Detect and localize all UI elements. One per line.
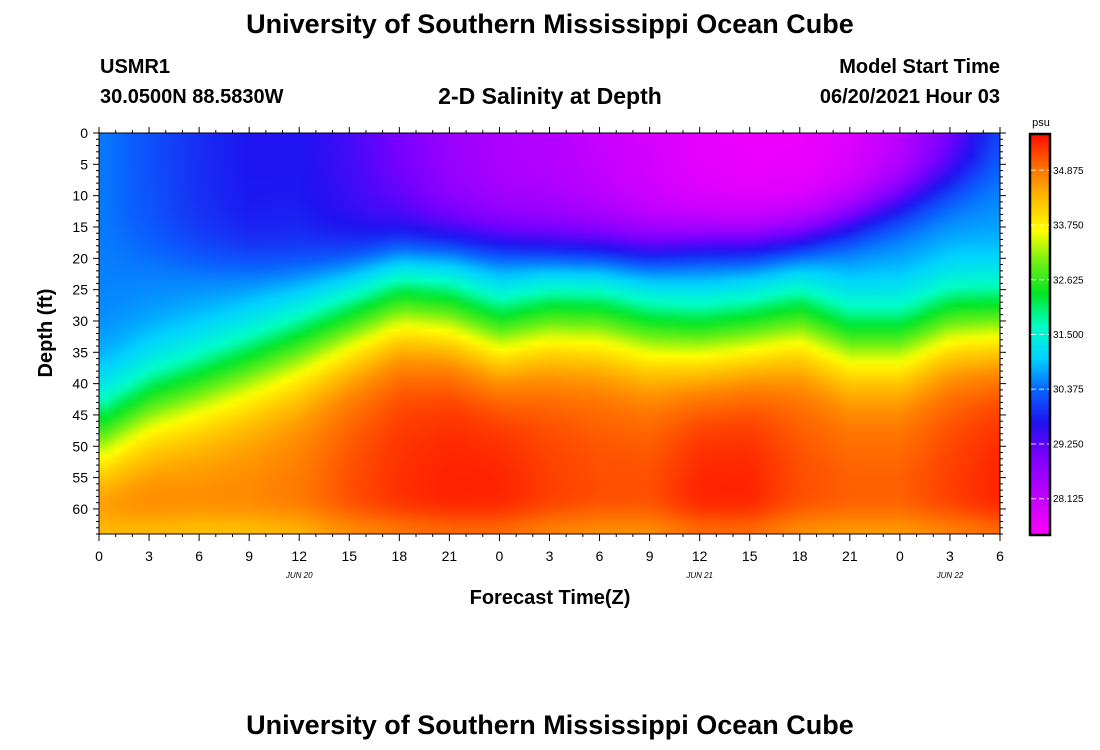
y-tick-label: 20 [72, 250, 88, 266]
x-tick-label: 0 [496, 548, 504, 564]
y-tick-label: 55 [72, 470, 88, 486]
x-tick-label: 6 [596, 548, 604, 564]
station-id: USMR1 [100, 56, 171, 78]
x-axis-label: Forecast Time(Z) [470, 587, 631, 609]
y-tick-label: 40 [72, 376, 88, 392]
y-tick-label: 30 [72, 313, 88, 329]
page-title: University of Southern Mississippi Ocean… [246, 9, 854, 39]
x-tick-label: 12 [291, 548, 307, 564]
colorbar-unit: psu [1032, 117, 1050, 129]
depth-axis: 0 5 10 15 20 25 30 35 40 45 50 55 60 [72, 125, 1006, 535]
colorbar-tick-label: 29.250 [1053, 439, 1084, 450]
x-tick-label: 21 [442, 548, 458, 564]
x-tick-label: 6 [996, 548, 1004, 564]
footer-title: University of Southern Mississippi Ocean… [246, 710, 854, 740]
model-start-label: Model Start Time [839, 56, 1000, 78]
colorbar-ticks: 34.875 33.750 32.625 31.500 30.375 29.250 28.1… [1031, 166, 1084, 505]
x-tick-label: 18 [392, 548, 408, 564]
y-tick-label: 25 [72, 282, 88, 298]
x-tick-label: 15 [341, 548, 357, 564]
salinity-heatmap [99, 133, 1000, 534]
y-tick-label: 45 [72, 407, 88, 423]
x-tick-label: 12 [692, 548, 708, 564]
station-coords: 30.0500N 88.5830W [100, 86, 284, 108]
x-tick-label: 9 [646, 548, 654, 564]
y-tick-label: 5 [80, 156, 88, 172]
colorbar-tick-label: 30.375 [1053, 385, 1084, 396]
x-tick-label: 3 [546, 548, 554, 564]
x-tick-label: 18 [792, 548, 808, 564]
date-label: JUN 21 [685, 571, 713, 580]
y-axis-label: Depth (ft) [35, 289, 57, 378]
x-tick-label: 6 [195, 548, 203, 564]
plot-title: 2-D Salinity at Depth [438, 83, 662, 109]
y-tick-label: 35 [72, 344, 88, 360]
x-tick-label: 15 [742, 548, 758, 564]
x-tick-label: 0 [896, 548, 904, 564]
y-tick-label: 0 [80, 125, 88, 141]
colorbar-tick-label: 31.500 [1053, 330, 1084, 341]
x-tick-label: 3 [946, 548, 954, 564]
x-tick-label: 3 [145, 548, 153, 564]
x-tick-label: 0 [95, 548, 103, 564]
colorbar-tick-label: 28.125 [1053, 494, 1084, 505]
y-tick-label: 50 [72, 438, 88, 454]
y-tick-label: 10 [72, 188, 88, 204]
y-tick-label: 60 [72, 501, 88, 517]
colorbar-tick-label: 32.625 [1053, 275, 1084, 286]
model-start-value: 06/20/2021 Hour 03 [819, 86, 1000, 108]
date-label: JUN 22 [936, 571, 964, 580]
colorbar-tick-label: 34.875 [1053, 166, 1084, 177]
x-tick-label: 21 [842, 548, 858, 564]
colorbar-tick-label: 33.750 [1053, 221, 1084, 232]
time-axis: 0 3 6 9 12 15 18 21 0 3 6 9 12 15 18 21 0 3 6 [95, 127, 1004, 564]
date-label: JUN 20 [285, 571, 313, 580]
date-labels: JUN 20 JUN 21 JUN 22 [285, 571, 964, 580]
y-tick-label: 15 [72, 219, 88, 235]
colorbar-frame [1028, 132, 1052, 537]
x-tick-label: 9 [245, 548, 253, 564]
